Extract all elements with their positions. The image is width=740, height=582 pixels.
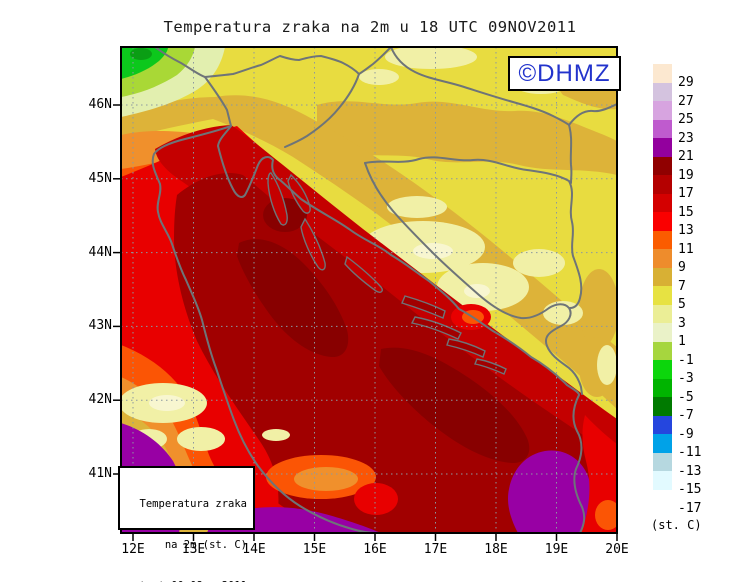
lon-label-18E: 18E bbox=[484, 542, 508, 557]
legend-swatch-11 bbox=[653, 230, 672, 250]
legend-swatch--5 bbox=[653, 378, 672, 398]
legend-label--11: -11 bbox=[678, 445, 702, 460]
legend-swatch-29 bbox=[653, 64, 672, 83]
map-frame bbox=[120, 46, 618, 534]
legend-label-9: 9 bbox=[678, 260, 686, 275]
dhmz-logo-text: ©DHMZ bbox=[518, 59, 611, 87]
legend-label-23: 23 bbox=[678, 130, 694, 146]
border-serbia bbox=[568, 124, 573, 184]
legend-swatch--11 bbox=[653, 434, 672, 453]
border-hungary-croatia bbox=[390, 47, 617, 126]
legend-swatch-9 bbox=[653, 249, 672, 268]
country-borders bbox=[151, 47, 617, 533]
lat-label-43N: 43N bbox=[88, 318, 112, 334]
lon-label-19E: 19E bbox=[544, 542, 569, 557]
legend-label-15: 15 bbox=[678, 204, 694, 220]
lat-label-42N: 42N bbox=[88, 392, 112, 408]
info-line-3: start 00z08nov2011 bbox=[122, 580, 247, 582]
lon-label-16E: 16E bbox=[363, 542, 387, 557]
legend-label-25: 25 bbox=[678, 112, 694, 127]
legend-swatch-7 bbox=[653, 267, 672, 287]
legend-swatch-15 bbox=[653, 193, 672, 213]
lon-label-14E: 14E bbox=[242, 542, 266, 557]
lon-label-15E: 15E bbox=[302, 542, 327, 557]
legend-label--7: -7 bbox=[678, 408, 694, 423]
legend-label-3: 3 bbox=[678, 315, 686, 331]
map-title: Temperatura zraka na 2m u 18 UTC 09NOV20… bbox=[163, 18, 577, 36]
lon-label-12E: 12E bbox=[121, 542, 145, 557]
border-bosnia-north-east bbox=[364, 156, 583, 309]
coastline-adriatic-east bbox=[217, 125, 586, 533]
legend-swatch-3 bbox=[653, 304, 672, 324]
border-slovenia-croatia bbox=[284, 73, 360, 148]
border-alps-north bbox=[154, 47, 392, 78]
legend-swatch--15 bbox=[653, 471, 672, 490]
lat-label-45N: 45N bbox=[88, 170, 112, 186]
legend-label--1: -1 bbox=[678, 352, 694, 368]
legend-label-21: 21 bbox=[678, 149, 694, 164]
run-info-box: Temperatura zraka na 2m (st. C) start 00… bbox=[118, 466, 255, 582]
legend-unit-label: (st. C) bbox=[651, 518, 702, 532]
legend-swatch-13 bbox=[653, 212, 672, 231]
graticule-grid bbox=[121, 47, 617, 533]
legend-swatch-5 bbox=[653, 286, 672, 305]
legend-swatch-27 bbox=[653, 82, 672, 102]
legend-label-27: 27 bbox=[678, 93, 694, 109]
legend-label--5: -5 bbox=[678, 389, 694, 405]
legend-label-13: 13 bbox=[678, 223, 694, 238]
legend-swatch-19 bbox=[653, 156, 672, 176]
legend-label-29: 29 bbox=[678, 75, 694, 90]
legend-swatch-21 bbox=[653, 138, 672, 157]
lat-label-46N: 46N bbox=[88, 97, 112, 112]
lat-label-44N: 44N bbox=[88, 244, 112, 260]
coastline-italy bbox=[151, 125, 379, 533]
info-line-2: na 2m (st. C) bbox=[164, 538, 247, 551]
legend-label-19: 19 bbox=[678, 167, 694, 183]
legend-swatch--3 bbox=[653, 360, 672, 379]
legend-swatch--13 bbox=[653, 452, 672, 472]
legend-label-7: 7 bbox=[678, 278, 686, 294]
lat-label-41N: 41N bbox=[88, 466, 112, 481]
legend-swatch-25 bbox=[653, 101, 672, 120]
legend-label--3: -3 bbox=[678, 371, 694, 386]
legend-swatch-1 bbox=[653, 323, 672, 342]
temperature-field bbox=[121, 47, 617, 533]
legend-swatch--7 bbox=[653, 397, 672, 416]
legend-label-11: 11 bbox=[678, 241, 694, 257]
info-line-1: Temperatura zraka bbox=[139, 497, 247, 510]
legend-label--13: -13 bbox=[678, 463, 702, 479]
legend-label-1: 1 bbox=[678, 334, 686, 349]
legend-swatch-17 bbox=[653, 175, 672, 194]
legend-label--17: -17 bbox=[678, 500, 702, 516]
islands bbox=[267, 172, 507, 375]
legend-swatch--17 bbox=[653, 489, 672, 509]
lon-label-17E: 17E bbox=[423, 542, 448, 557]
legend-label--15: -15 bbox=[678, 482, 702, 497]
dhmz-logo-box: ©DHMZ bbox=[508, 56, 621, 91]
legend-swatch--1 bbox=[653, 341, 672, 361]
border-bosnia-west-south bbox=[364, 162, 583, 395]
lon-label-20E: 20E bbox=[605, 542, 629, 557]
legend-swatch-23 bbox=[653, 119, 672, 139]
border-italy-slovenia bbox=[204, 76, 232, 127]
legend-label-17: 17 bbox=[678, 186, 694, 201]
lon-label-13E: 13E bbox=[181, 542, 206, 557]
legend-swatch--9 bbox=[653, 415, 672, 435]
legend-label--9: -9 bbox=[678, 426, 694, 442]
legend-label-5: 5 bbox=[678, 297, 686, 312]
